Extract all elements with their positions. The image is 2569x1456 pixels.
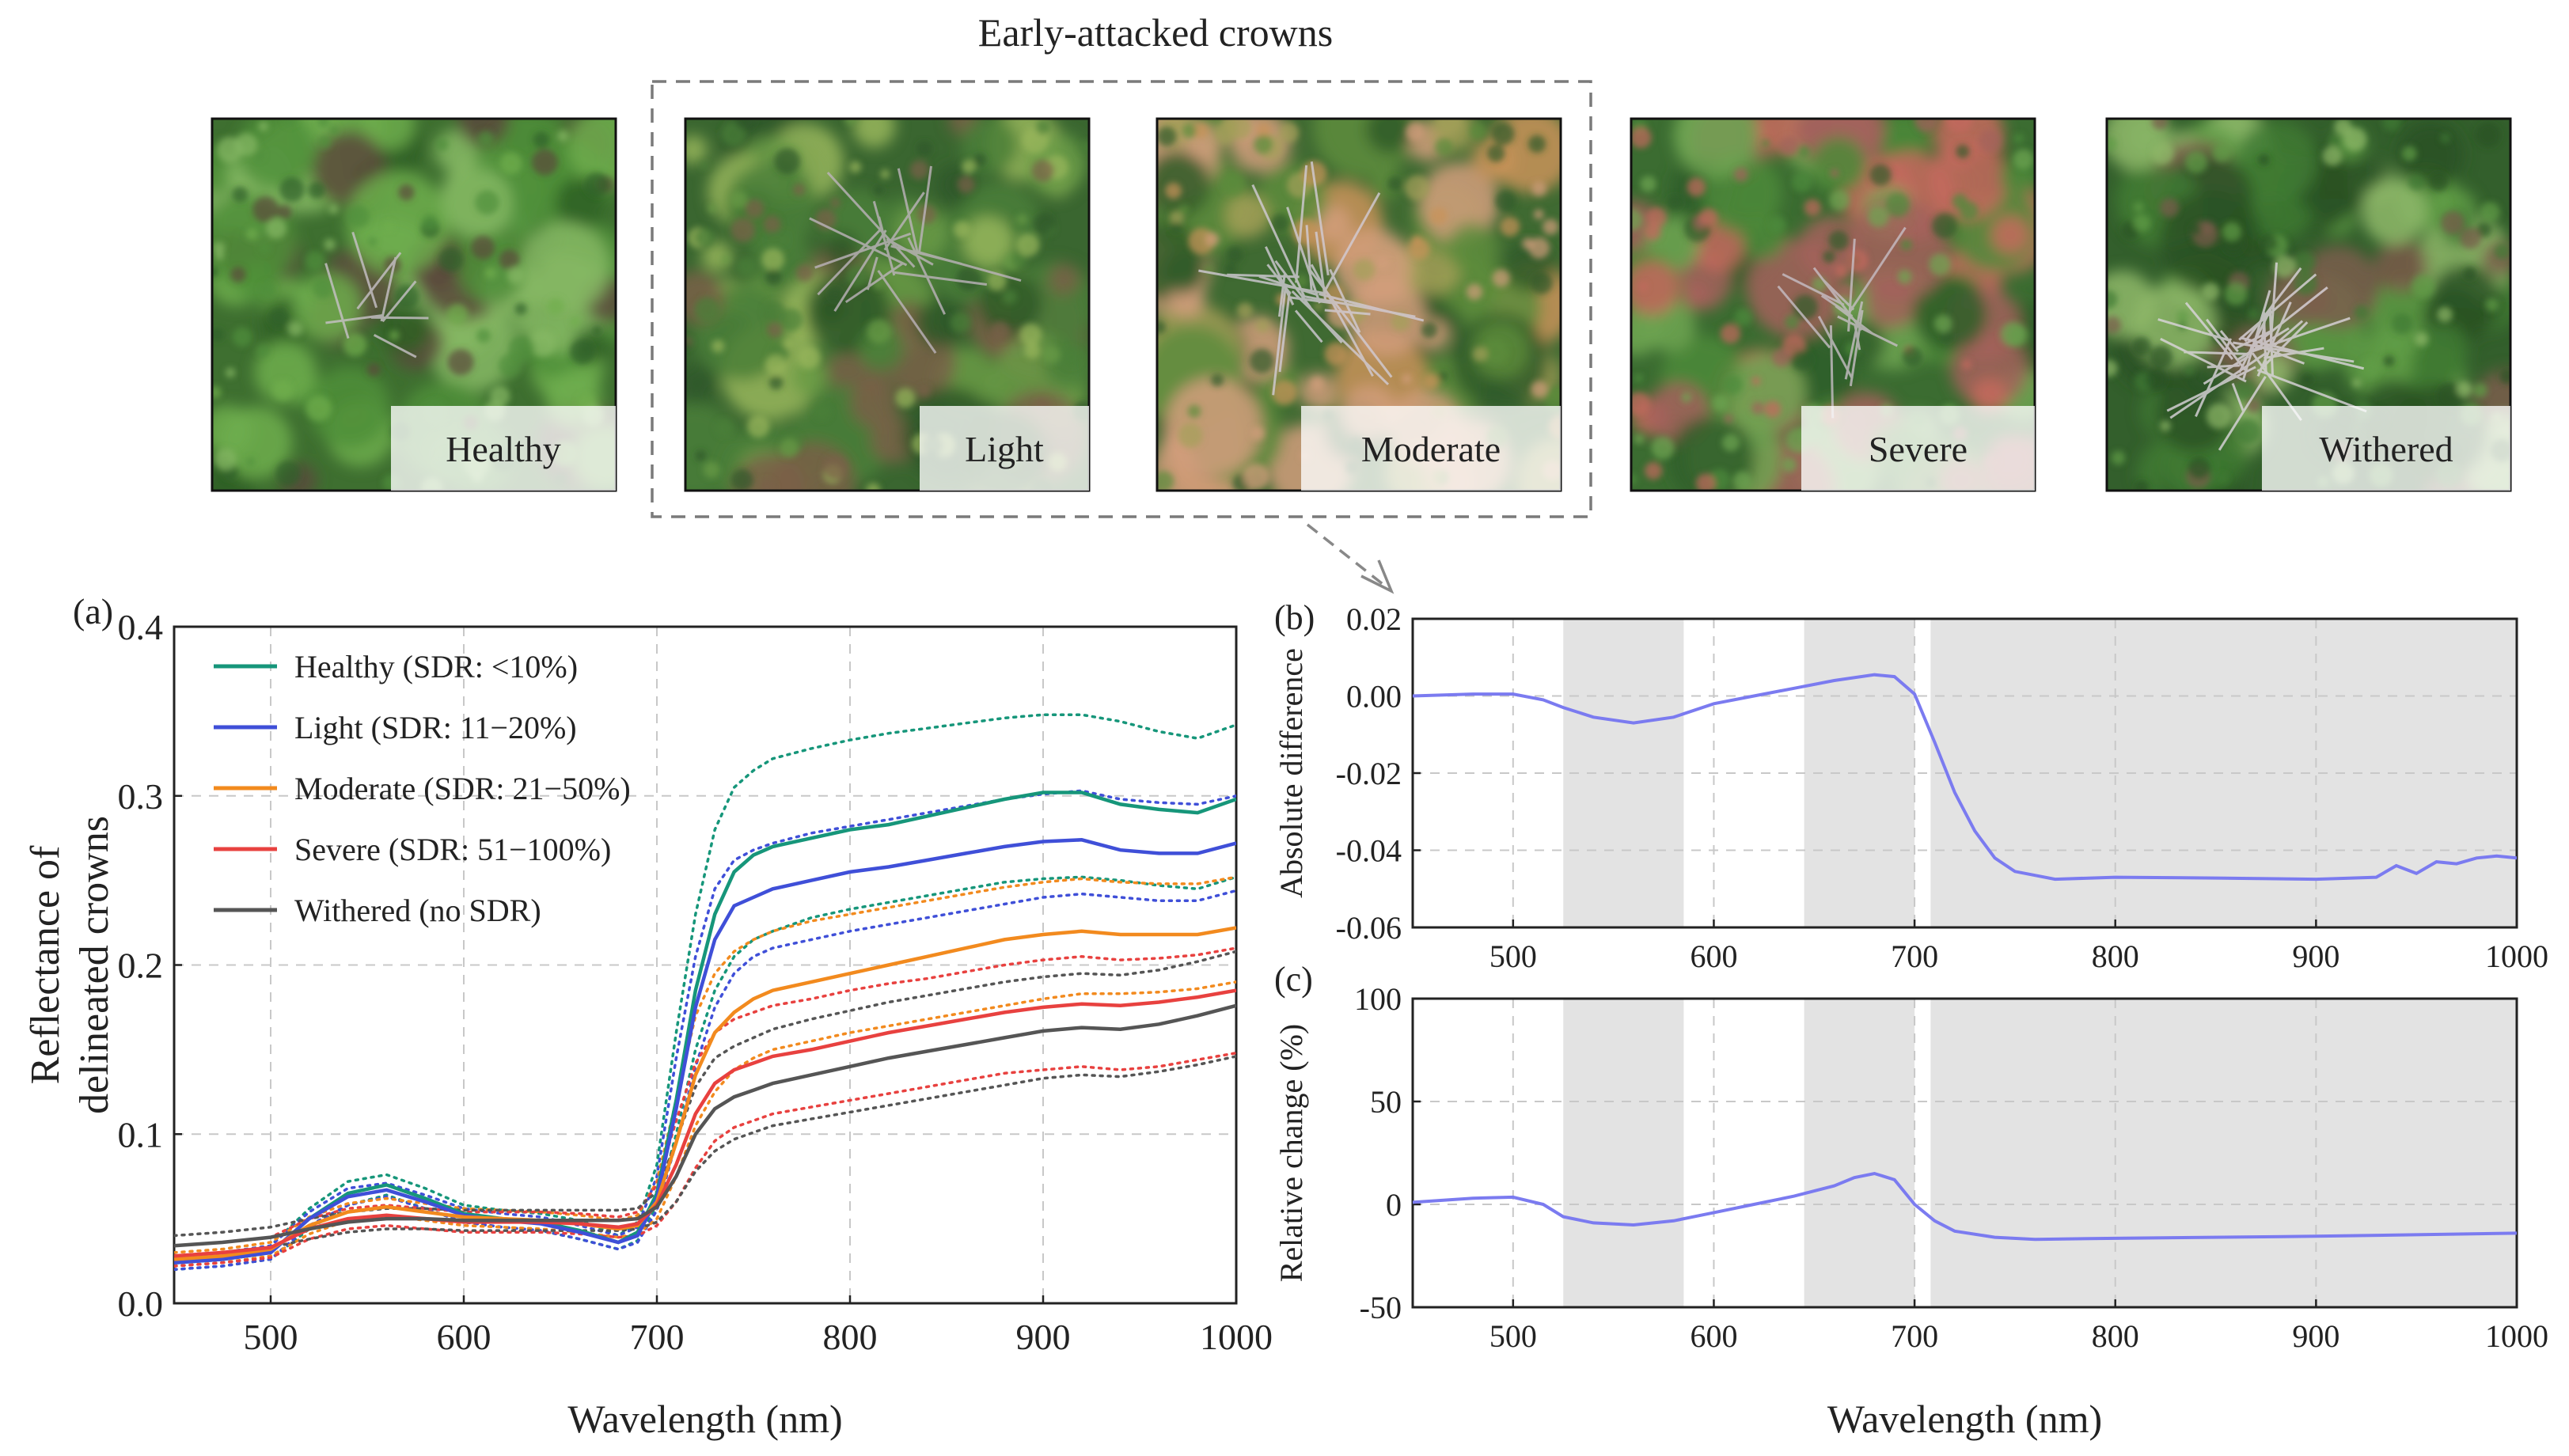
x-tick-label: 700	[630, 1317, 685, 1357]
x-tick-label: 800	[2092, 1318, 2139, 1354]
photo-label-box	[920, 406, 1089, 491]
y-tick-label: 0.02	[1346, 601, 1402, 637]
y-tick-label: 0.2	[118, 946, 164, 986]
series-lower-withered	[174, 1055, 1236, 1257]
photo-label-box	[391, 406, 616, 491]
series-lower-moderate	[174, 980, 1236, 1268]
series-lines	[1413, 673, 2517, 882]
photo-label: Withered	[2319, 429, 2453, 469]
series-lines	[1413, 1171, 2517, 1242]
y-axis-title-a: delineated crowns	[72, 816, 117, 1114]
legend-label: Healthy (SDR: <10%)	[294, 649, 578, 684]
legend: Healthy (SDR: <10%) Light (SDR: 11−20%) Mo…	[214, 649, 631, 928]
x-tick-label: 500	[1489, 938, 1537, 974]
series-mean-moderate	[174, 926, 1236, 1261]
y-tick-label: 0.3	[118, 776, 164, 817]
photo-label: Moderate	[1361, 429, 1501, 469]
legend-label: Moderate (SDR: 21−50%)	[294, 771, 631, 806]
x-tick-label: 1000	[2485, 1318, 2548, 1354]
x-tick-label: 900	[2292, 1318, 2339, 1354]
photo-label-box	[1301, 406, 1561, 491]
x-tick-label: 600	[1690, 938, 1737, 974]
x-tick-label: 900	[2292, 938, 2339, 974]
chart-a-reflectance: 500 600 700 800 900 1000 0.0 0.1 0.2 0.3 0.4(a) Wav…	[23, 591, 1273, 1441]
x-tick-label: 600	[1690, 1318, 1737, 1354]
series-mean-light	[174, 838, 1236, 1265]
y-tick-label: -0.02	[1336, 756, 1402, 791]
x-tick-label: 700	[1891, 938, 1938, 974]
y-tick-label: -0.04	[1336, 833, 1402, 869]
crown-photo-healthy: Healthy	[211, 117, 617, 492]
photo-row: Healthy Light Moderate Severe Withered	[211, 117, 2512, 492]
shaded-band	[1563, 999, 1684, 1307]
y-tick-label: 0.00	[1346, 679, 1402, 715]
series-upper-healthy	[174, 713, 1236, 1257]
photo-label: Severe	[1869, 429, 1968, 469]
y-tick-label: 0	[1386, 1187, 1402, 1223]
difference-line	[1413, 1171, 2517, 1242]
dead-branches	[1777, 226, 1907, 419]
x-tick-label: 500	[1489, 1318, 1537, 1354]
dead-branches	[324, 231, 429, 358]
legend-label: Withered (no SDR)	[294, 893, 541, 928]
y-axis-title-b: Absolute difference	[1273, 648, 1309, 898]
x-tick-label: 500	[244, 1317, 298, 1357]
early-attacked-box	[651, 80, 1592, 518]
series-mean-withered	[174, 1003, 1236, 1248]
series-upper-moderate	[174, 875, 1236, 1254]
group-title: Early-attacked crowns	[978, 10, 1333, 55]
x-tick-label: 800	[823, 1317, 878, 1357]
crown-photo-light: Light	[684, 117, 1091, 492]
panel-label-c: (c)	[1274, 960, 1313, 999]
grid	[174, 627, 1236, 1303]
photo-label: Light	[965, 429, 1044, 469]
y-tick-label: 100	[1354, 981, 1402, 1017]
photo-label: Healthy	[446, 429, 561, 469]
x-tick-label: 600	[437, 1317, 491, 1357]
series-lines	[174, 713, 1236, 1272]
crown-photo-withered: Withered	[2105, 117, 2512, 492]
legend-label: Light (SDR: 11−20%)	[294, 710, 577, 745]
y-tick-label: 0.1	[118, 1114, 164, 1155]
y-axis-title-a: Reflectance of	[23, 845, 68, 1084]
y-tick-label: -50	[1360, 1290, 1402, 1325]
dead-branches	[809, 165, 1022, 354]
shaded-band	[1930, 999, 2517, 1307]
panel-label-a: (a)	[73, 591, 113, 631]
series-upper-severe	[174, 946, 1236, 1248]
shaded-band	[1804, 999, 1915, 1307]
y-tick-label: -0.06	[1336, 910, 1402, 946]
legend-label: Severe (SDR: 51−100%)	[294, 832, 611, 867]
crown-photo-moderate: Moderate	[1155, 117, 1562, 492]
early-attacked-arrow	[1306, 523, 1395, 594]
difference-line	[1413, 673, 2517, 882]
y-tick-label: 0.0	[118, 1283, 164, 1324]
series-mean-healthy	[174, 791, 1236, 1265]
series-mean-severe	[174, 988, 1236, 1258]
crown-photo-severe: Severe	[1630, 117, 2036, 492]
plot-frame	[1411, 997, 2518, 1309]
photo-frame	[684, 117, 1091, 492]
series-upper-light	[174, 789, 1236, 1257]
x-axis-title-a: Wavelength (nm)	[567, 1397, 842, 1441]
photo-label-box	[2262, 406, 2510, 491]
x-axis-title-c: Wavelength (nm)	[1827, 1397, 2102, 1441]
x-tick-label: 700	[1891, 1318, 1938, 1354]
y-tick-label: 0.4	[118, 607, 164, 647]
x-tick-label: 1000	[1200, 1317, 1273, 1357]
chart-b-absolute-difference: 500 600 700 800 900 1000 -0.06 -0.04 -0.02 0.00 0.…	[1273, 598, 2548, 974]
x-tick-label: 800	[2092, 938, 2139, 974]
y-tick-label: 50	[1370, 1084, 1402, 1120]
y-axis-title-c: Relative change (%)	[1273, 1024, 1309, 1283]
series-lower-severe	[174, 1051, 1236, 1268]
panel-label-b: (b)	[1274, 598, 1315, 637]
x-tick-label: 900	[1016, 1317, 1071, 1357]
dead-branches	[2157, 262, 2367, 451]
dead-branches	[1198, 161, 1425, 396]
chart-c-relative-change: 500 600 700 800 900 1000 -50 0 50 100 (c) Relative …	[1273, 960, 2548, 1441]
x-tick-label: 1000	[2485, 938, 2548, 974]
photo-label-box	[1801, 406, 2035, 491]
